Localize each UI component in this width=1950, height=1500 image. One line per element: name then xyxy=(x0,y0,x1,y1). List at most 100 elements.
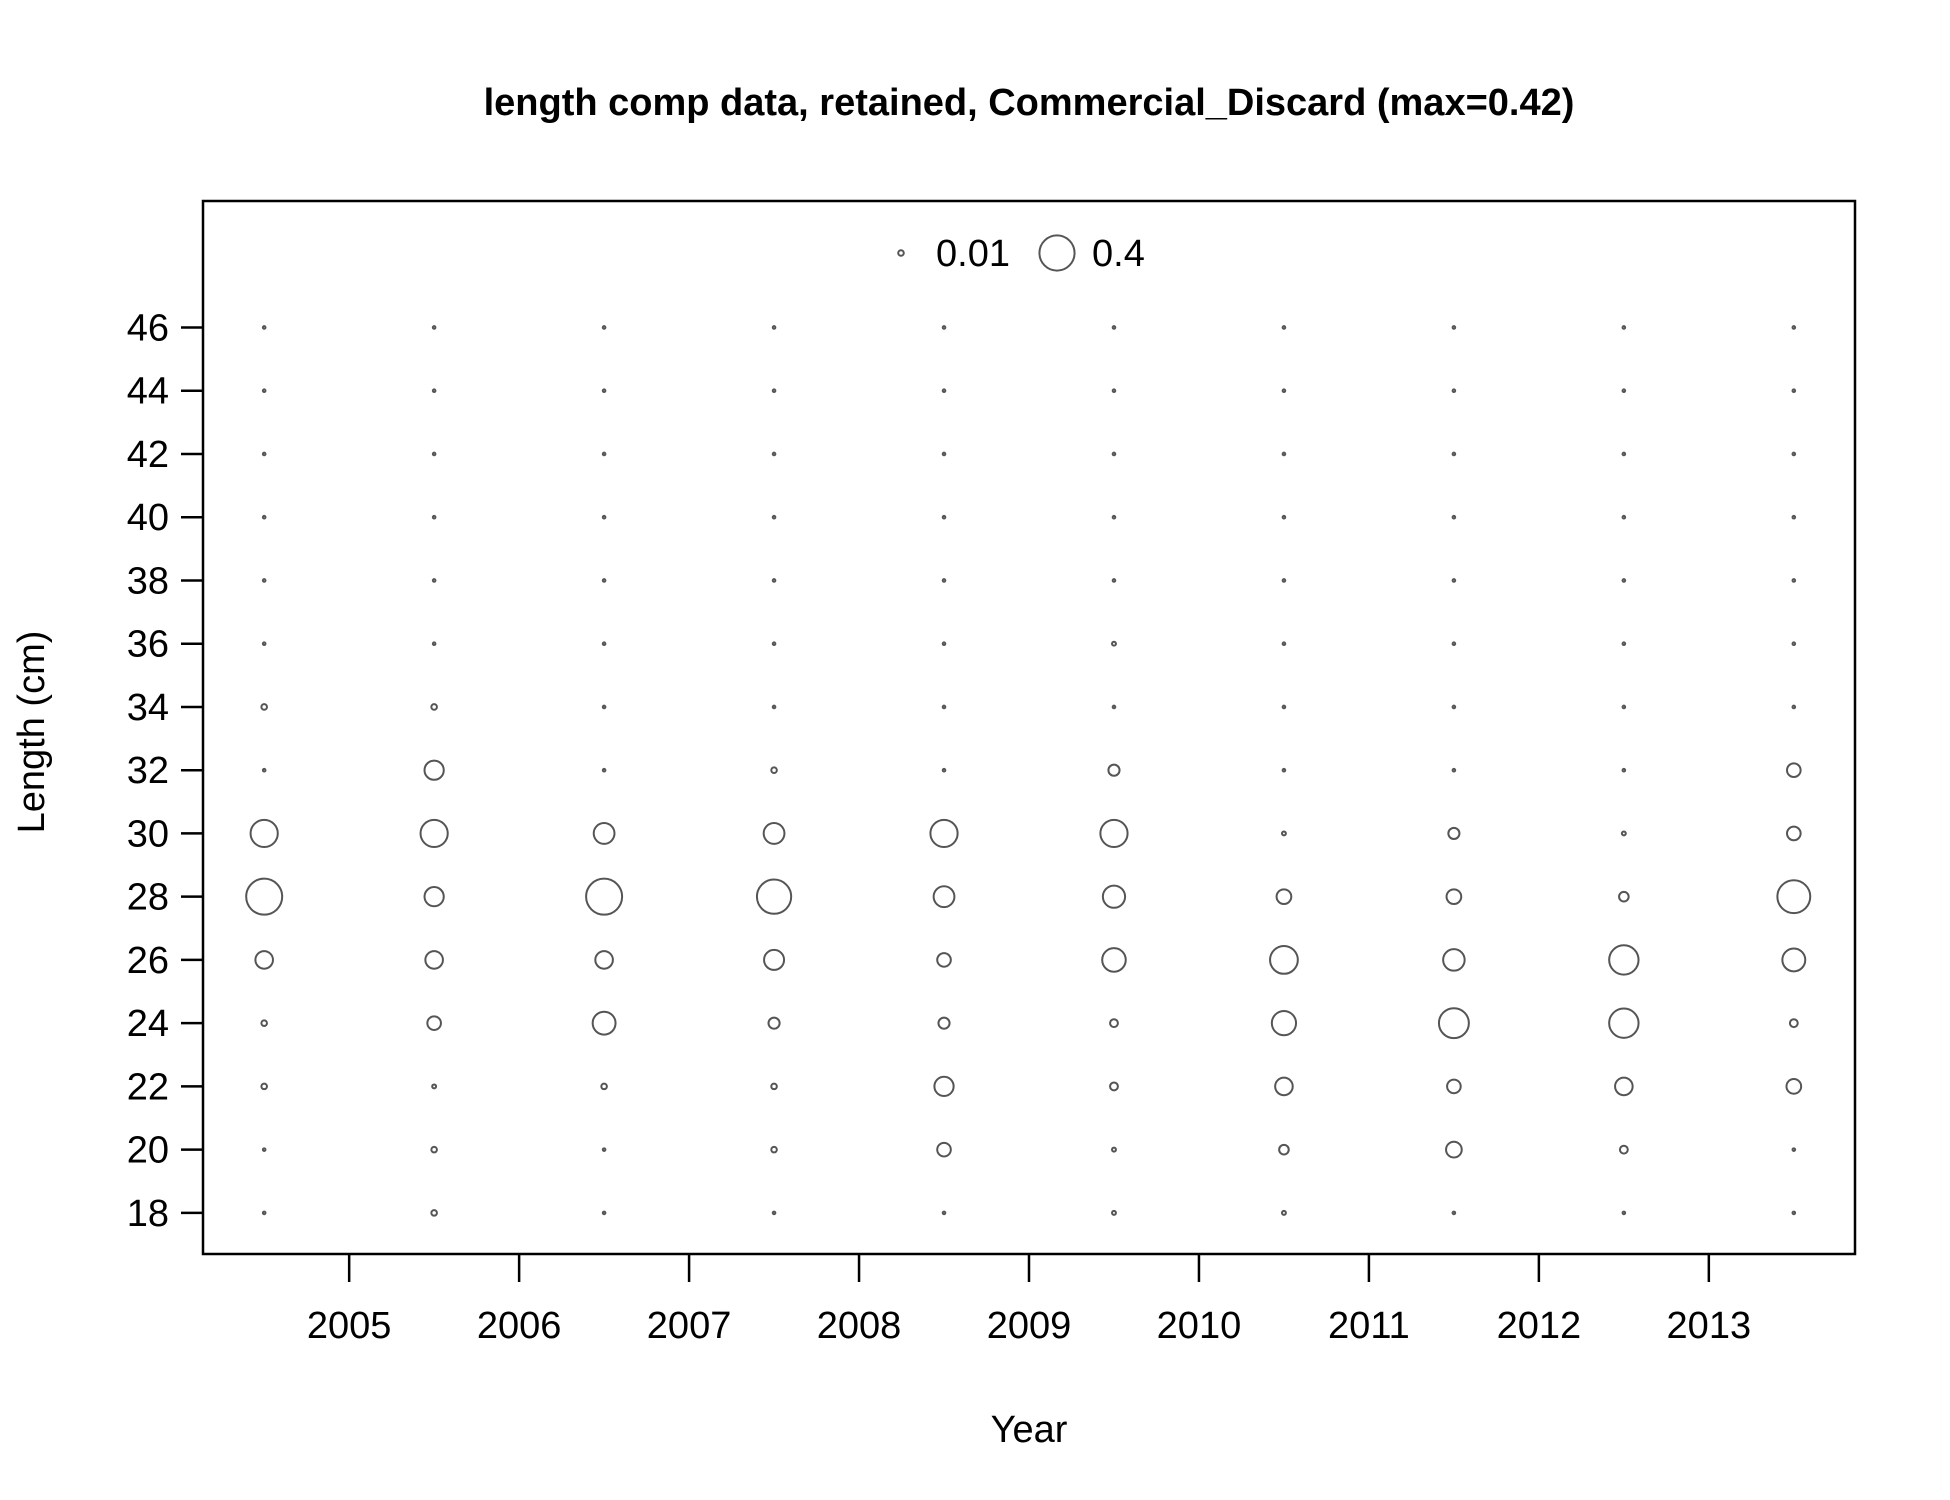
y-tick-label: 28 xyxy=(127,877,169,919)
data-bubble xyxy=(941,325,947,330)
data-bubble xyxy=(1451,767,1457,773)
y-tick-label: 36 xyxy=(127,624,169,666)
data-bubble xyxy=(770,766,778,774)
data-bubble xyxy=(261,578,267,583)
data-bubble xyxy=(1101,947,1127,973)
data-bubble xyxy=(601,578,607,583)
y-tick-label: 18 xyxy=(127,1193,169,1235)
data-bubble xyxy=(431,514,437,520)
legend-label-small: 0.01 xyxy=(936,233,1010,275)
data-bubble xyxy=(1445,888,1463,906)
data-bubble xyxy=(941,514,947,520)
data-bubble xyxy=(1111,451,1117,457)
data-bubble xyxy=(1618,890,1630,903)
data-bubble xyxy=(1281,325,1287,330)
y-tick-label: 20 xyxy=(127,1130,169,1172)
x-tick-label: 2006 xyxy=(477,1305,562,1347)
data-bubble xyxy=(771,1210,777,1216)
data-bubble xyxy=(431,578,437,583)
y-tick-label: 40 xyxy=(127,497,169,539)
data-bubble xyxy=(1111,514,1117,520)
data-bubble xyxy=(1791,1210,1797,1216)
data-bubble xyxy=(1274,1076,1294,1097)
x-axis-label: Year xyxy=(991,1409,1068,1451)
data-bubble xyxy=(1270,1010,1298,1037)
data-bubble xyxy=(260,703,268,711)
data-bubble xyxy=(1111,1146,1117,1153)
data-bubble xyxy=(591,1010,617,1036)
data-bubble xyxy=(941,704,947,710)
y-axis: 18 20 22 24 26 28 30 32 34 36 38 40 42 44 46 xyxy=(127,307,203,1235)
data-bubble xyxy=(601,1147,607,1152)
data-bubble xyxy=(1621,514,1627,520)
plot-frame xyxy=(201,199,1857,1256)
data-bubble xyxy=(1791,1147,1797,1152)
y-tick-label: 46 xyxy=(127,307,169,349)
data-bubble xyxy=(426,1015,442,1031)
data-bubble xyxy=(601,451,607,457)
data-bubble xyxy=(1786,762,1802,778)
y-axis-label: Length (cm) xyxy=(11,631,53,834)
data-bubble xyxy=(941,1210,947,1216)
data-bubble xyxy=(261,1147,267,1152)
data-bubble xyxy=(245,877,284,916)
data-bubble xyxy=(1451,514,1457,520)
data-bubble xyxy=(431,325,437,330)
data-bubble xyxy=(423,759,445,781)
y-tick-label: 22 xyxy=(127,1066,169,1108)
data-bubble xyxy=(249,818,279,849)
data-bubble xyxy=(261,641,267,647)
data-bubble xyxy=(1109,1018,1119,1029)
data-bubble xyxy=(601,514,607,520)
data-bubble xyxy=(1281,641,1287,647)
data-bubble xyxy=(1099,818,1129,849)
data-bubble xyxy=(424,950,444,970)
x-tick-label: 2005 xyxy=(307,1305,392,1347)
x-tick-label: 2009 xyxy=(987,1305,1072,1347)
data-bubble xyxy=(594,950,614,970)
data-bubble xyxy=(1781,947,1807,973)
data-bubble xyxy=(932,885,956,909)
data-bubble xyxy=(1275,888,1293,906)
y-tick-label: 42 xyxy=(127,434,169,476)
data-bubble xyxy=(601,325,607,330)
data-bubble xyxy=(1109,1081,1119,1092)
data-bubble xyxy=(936,952,952,968)
data-bubble xyxy=(1791,451,1797,457)
data-bubble xyxy=(1776,879,1812,915)
data-bubble xyxy=(1621,1210,1627,1216)
data-bubble xyxy=(1451,578,1457,583)
data-bubble xyxy=(261,451,267,457)
y-tick-label: 32 xyxy=(127,750,169,792)
data-bubble xyxy=(1111,325,1117,330)
legend: 0.01 0.4 xyxy=(897,233,1145,275)
data-bubble xyxy=(431,1083,438,1090)
data-bubble xyxy=(601,767,607,773)
data-bubble xyxy=(601,704,607,710)
data-bubble xyxy=(936,1141,952,1158)
data-bubble xyxy=(1451,325,1457,330)
data-bubble xyxy=(1281,514,1287,520)
y-tick-label: 24 xyxy=(127,1003,169,1045)
data-bubble xyxy=(1445,1140,1463,1159)
data-bubble xyxy=(1281,578,1287,583)
data-bubble xyxy=(601,388,607,394)
legend-bubble-large xyxy=(1038,234,1076,272)
data-bubble xyxy=(771,388,777,394)
data-bubble xyxy=(1111,704,1117,710)
data-bubble xyxy=(1621,451,1627,457)
data-bubble xyxy=(601,641,607,647)
data-bubble xyxy=(1447,826,1461,840)
data-bubble xyxy=(1791,325,1797,330)
data-bubble xyxy=(1608,1007,1640,1039)
data-bubble xyxy=(1621,704,1627,710)
data-bubble xyxy=(430,703,438,711)
data-bubble xyxy=(1111,640,1117,647)
data-bubble xyxy=(1618,1144,1629,1155)
data-bubble xyxy=(762,822,786,845)
x-tick-label: 2010 xyxy=(1157,1305,1242,1347)
data-bubble xyxy=(600,1082,608,1091)
data-bubble xyxy=(261,325,267,330)
data-bubble xyxy=(261,1210,267,1216)
